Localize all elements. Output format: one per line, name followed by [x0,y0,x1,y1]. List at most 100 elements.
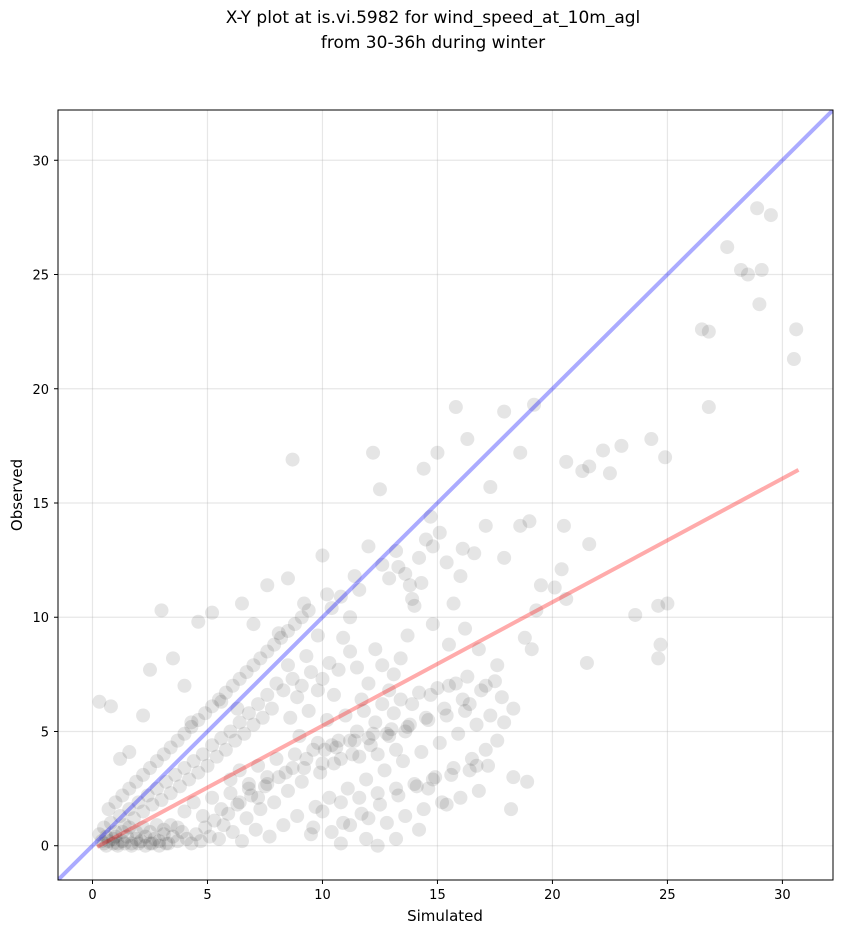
scatter-point [301,703,316,718]
scatter-point [458,621,473,636]
scatter-point [554,562,569,577]
scatter-point [333,589,348,604]
scatter-point [393,692,408,707]
scatter-point [191,614,206,629]
scatter-point [701,324,716,339]
scatter-point [207,813,222,828]
trend-lines [58,110,833,880]
scatter-point [301,603,316,618]
scatter-point [117,836,132,851]
scatter-point [303,827,318,842]
scatter-point [359,772,374,787]
scatter-point [260,770,275,785]
scatter-point [122,781,137,796]
scatter-point [405,697,420,712]
scatter-point [471,783,486,798]
scatter-point [361,539,376,554]
scatter-point [464,751,479,766]
scatter-point [280,658,295,673]
scatter-point [653,637,668,652]
scatter-point [96,820,111,835]
scatter-point [283,710,298,725]
scatter-point [370,747,385,762]
scatter-point [308,799,323,814]
scatter-point [497,550,512,565]
scatter-point [320,713,335,728]
scatter-point [156,822,171,837]
scatter-point [389,742,404,757]
scatter-point [115,825,130,840]
scatter-point [177,804,192,819]
scatter-point [375,658,390,673]
scatter-point [478,742,493,757]
scatter-point [149,818,164,833]
scatter-point [533,578,548,593]
scatter-point [428,770,443,785]
scatter-point [149,781,164,796]
scatter-point [179,831,194,846]
scatter-point [147,831,162,846]
scatter-point [370,786,385,801]
scatter-point [432,735,447,750]
scatter-point [409,779,424,794]
scatter-point [352,749,367,764]
scatter-point [349,724,364,739]
scatter-point [455,541,470,556]
scatter-point [239,665,254,680]
scatter-point [651,598,666,613]
scatter-point [497,404,512,419]
scatter-point [186,795,201,810]
scatter-point [276,683,291,698]
scatter-point [218,685,233,700]
scatter-point [437,701,452,716]
scatter-point [469,717,484,732]
scatter-point [322,655,337,670]
scatter-point [628,607,643,622]
scatter-point [412,550,427,565]
scatter-point [108,825,123,840]
scatter-point [467,546,482,561]
scatter-point [439,555,454,570]
scatter-point [336,630,351,645]
scatter-point [556,518,571,533]
scatter-point [161,836,176,851]
scatter-point [343,818,358,833]
scatter-point [287,747,302,762]
scatter-point [110,838,125,853]
scatter-point [297,596,312,611]
scatter-point [142,662,157,677]
scatter-point [460,669,475,684]
scatter-point [315,756,330,771]
x-axis-ticks: 0 5 10 15 20 25 30 [88,880,791,903]
x-tick-label: 15 [429,888,446,903]
scatter-point [386,667,401,682]
scatter-point [251,790,266,805]
scatter-point [375,557,390,572]
scatter-point [366,445,381,460]
scatter-point [92,694,107,709]
scatter-point [124,836,139,851]
y-tick-label: 0 [41,840,49,855]
scatter-point [241,777,256,792]
scatter-point [412,685,427,700]
scatter-point [363,738,378,753]
scatter-point [750,201,765,216]
scatter-point [297,761,312,776]
scatter-point [343,644,358,659]
scatter-point [142,836,157,851]
scatter-point [177,761,192,776]
scatter-point [366,726,381,741]
scatter-point [391,788,406,803]
scatter-point [377,763,392,778]
scatter-point [115,834,130,849]
scatter-point [211,831,226,846]
scatter-point [338,708,353,723]
scatter-point [398,809,413,824]
scatter-point [372,482,387,497]
scatter-point [244,788,259,803]
scatter-point [336,815,351,830]
scatter-point [559,454,574,469]
scatter-point [448,400,463,415]
scatter-point [398,566,413,581]
scatter-point [294,610,309,625]
